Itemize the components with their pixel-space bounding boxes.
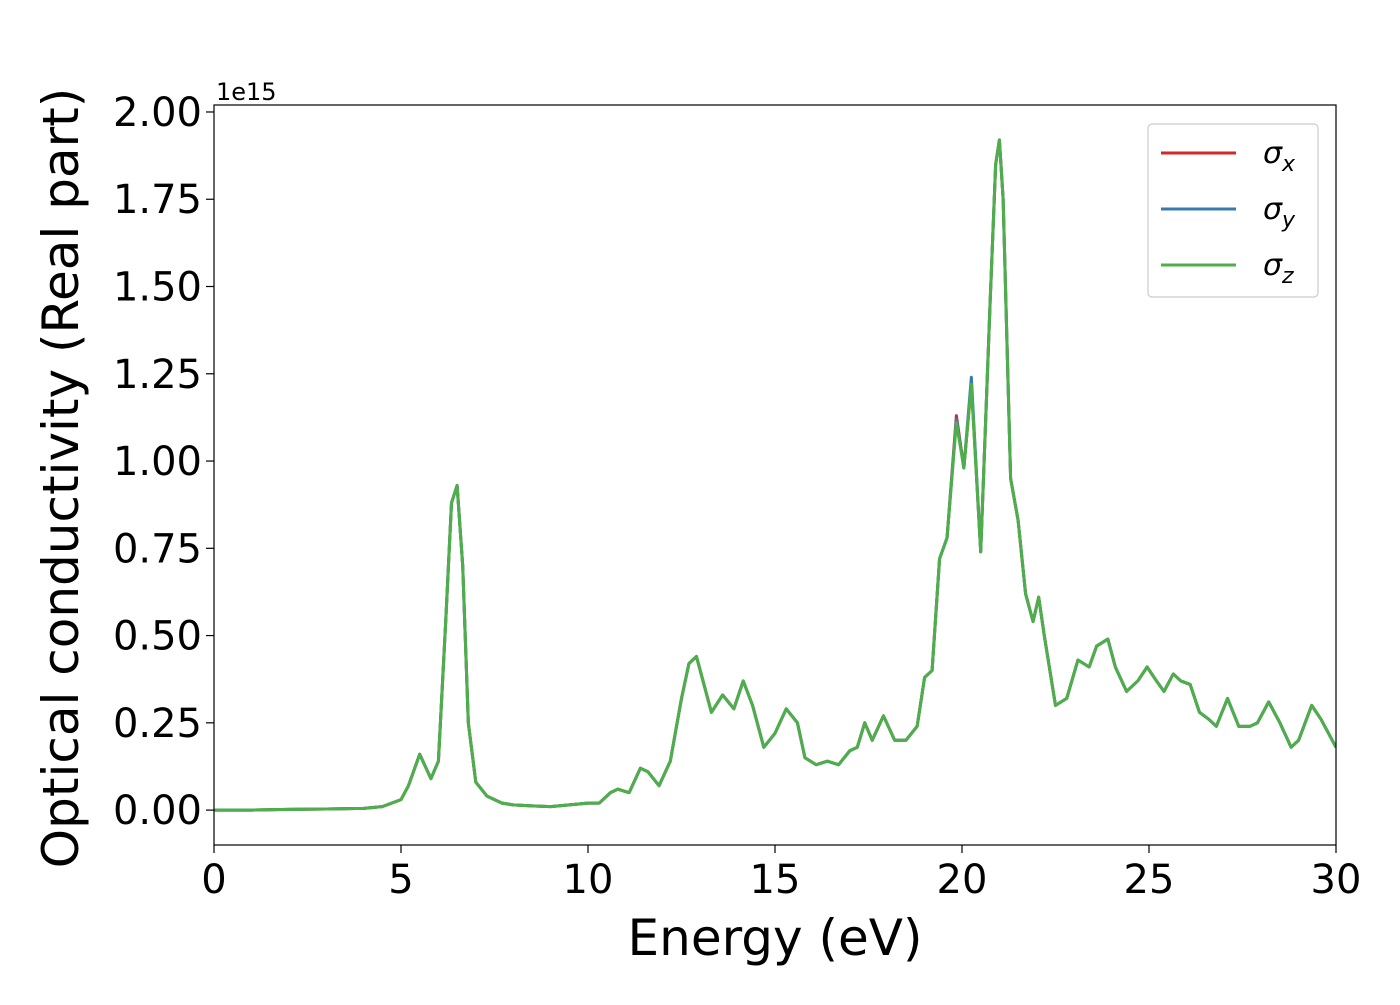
y-axis-title: Optical conductivity (Real part): [32, 88, 90, 869]
x-tick-label: 25: [1124, 857, 1175, 903]
legend-label: σy: [1263, 192, 1296, 233]
legend-label: σx: [1263, 136, 1296, 177]
x-tick-label: 20: [937, 857, 988, 903]
plot-lines: [214, 138, 1336, 812]
y-tick-label: 1.25: [113, 352, 202, 398]
y-axis-offset-label: 1e15: [216, 78, 277, 106]
x-tick-label: 10: [563, 857, 614, 903]
y-tick-label: 2.00: [113, 90, 202, 136]
y-tick-label: 0.00: [113, 788, 202, 834]
y-tick-label: 0.25: [113, 701, 202, 747]
x-tick-label: 5: [388, 857, 413, 903]
x-axis: 0 5 10 15 20 25 30: [201, 845, 1361, 903]
x-tick-label: 0: [201, 857, 226, 903]
x-tick-label: 30: [1311, 857, 1362, 903]
y-tick-label: 1.00: [113, 439, 202, 485]
y-axis: 0.00 0.25 0.50 0.75 1.00 1.25 1.50 1.75 2.00: [113, 90, 214, 834]
y-tick-label: 0.75: [113, 526, 202, 572]
x-axis-title: Energy (eV): [628, 909, 923, 967]
series-line-z: [214, 138, 1336, 812]
y-tick-label: 0.50: [113, 614, 202, 660]
legend: σx σy σz: [1147, 123, 1319, 298]
y-tick-label: 1.75: [113, 177, 202, 223]
x-tick-label: 15: [750, 857, 801, 903]
legend-label: σz: [1263, 248, 1294, 289]
y-tick-label: 1.50: [113, 265, 202, 311]
